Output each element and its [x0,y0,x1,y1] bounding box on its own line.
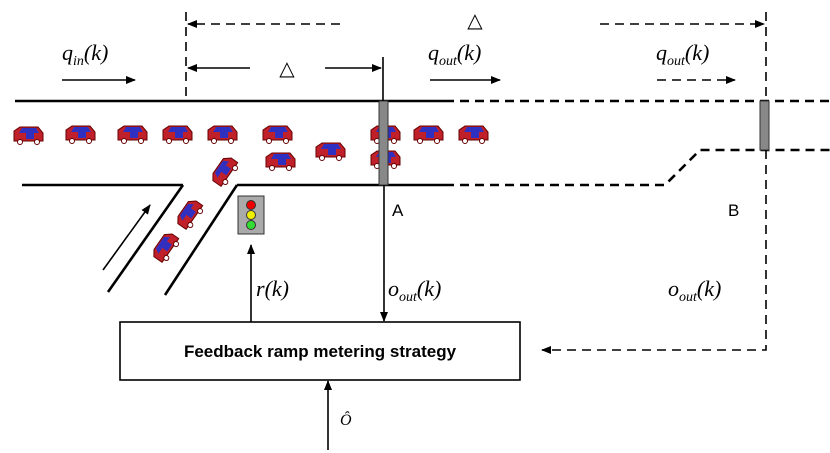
rate-label: r(k) [256,276,289,301]
detector-b [760,101,769,150]
detector-a [379,101,388,185]
occupancy-label: oout(k) [388,276,441,305]
subscript: out [667,54,686,69]
symbol: q [62,40,73,65]
outflow-label: qout(k) [428,40,481,69]
traffic-light [238,196,264,234]
symbol: o [388,276,399,301]
argument: (k) [265,276,289,301]
subscript: out [679,290,698,305]
diagram: △ △ qin(k) qout(k) qout(k) A B r(k) oout… [0,0,830,453]
inflow-label: qin(k) [62,40,108,69]
symbol: o [668,276,679,301]
symbol: q [656,40,667,65]
symbol: q [428,40,439,65]
delta-label: △ [279,56,295,80]
outflow-label: qout(k) [656,40,709,69]
argument: (k) [417,276,441,301]
argument: (k) [697,276,721,301]
controller-label: Feedback ramp metering strategy [184,342,457,361]
subscript: out [439,54,458,69]
setpoint-label: Ô [340,410,352,429]
occupancy-label: oout(k) [668,276,721,305]
argument: (k) [685,40,709,65]
argument: (k) [84,40,108,65]
subscript: out [399,290,418,305]
subscript: in [73,54,84,69]
cars [14,126,488,264]
argument: (k) [457,40,481,65]
point-label: B [728,201,739,220]
delta-label: △ [467,8,483,32]
point-label: A [392,201,404,220]
